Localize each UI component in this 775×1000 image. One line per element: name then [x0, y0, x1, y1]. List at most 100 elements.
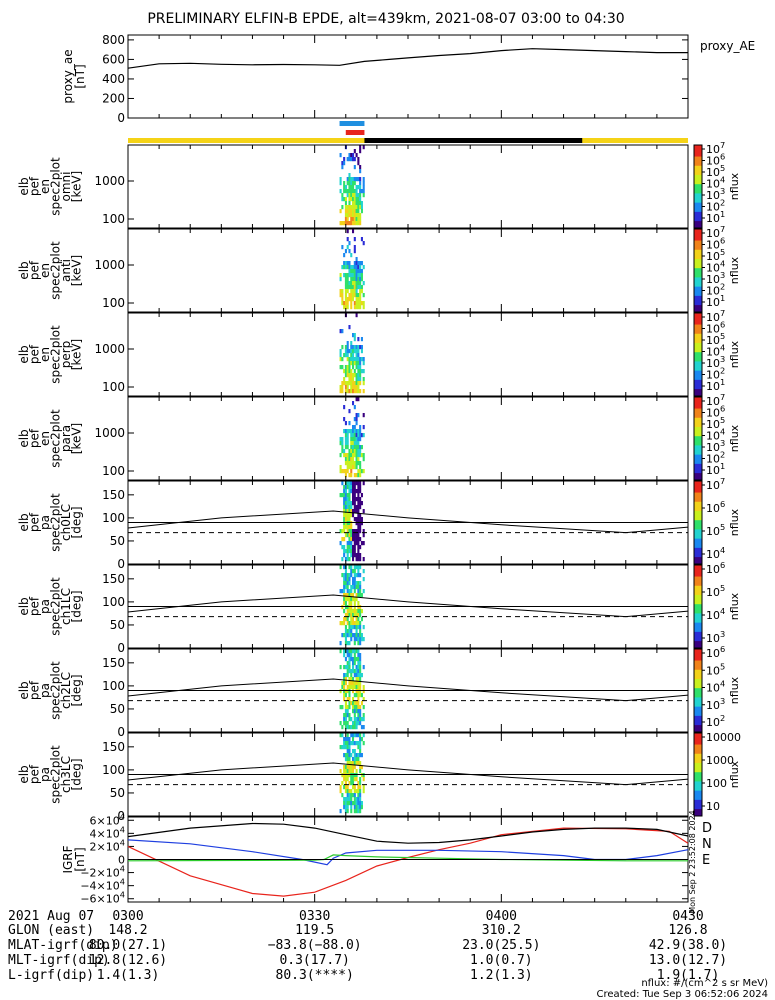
spec-cell — [359, 445, 362, 450]
colorbar-segment — [694, 702, 702, 705]
spec-cell — [344, 209, 347, 214]
spec-cell — [343, 673, 346, 678]
spec-cell — [355, 689, 358, 694]
spec-cell — [357, 217, 360, 222]
spec-cell — [346, 457, 349, 462]
colorbar-frame — [693, 648, 703, 733]
colorbar-segment — [694, 379, 702, 383]
spec-cell — [357, 693, 360, 698]
spec-cell — [359, 633, 362, 638]
spec-cell — [343, 633, 346, 638]
spec-cell — [348, 597, 351, 602]
spec-cell — [362, 377, 365, 382]
spectrogram — [339, 229, 365, 310]
colorbar-segment — [694, 786, 702, 789]
spec-cell — [343, 649, 346, 654]
spec-cell — [350, 537, 353, 542]
colorbar-segment — [694, 424, 702, 428]
spec-cell — [350, 521, 353, 526]
ytick-label: 100 — [102, 595, 125, 609]
spec-cell — [348, 801, 351, 806]
spec-cell — [352, 625, 355, 630]
spec-cell — [344, 721, 347, 726]
spec-cell — [346, 281, 349, 286]
spec-cell — [353, 305, 356, 310]
spec-cell — [355, 297, 358, 302]
colorbar-segment — [694, 725, 702, 728]
spec-cell — [359, 581, 362, 586]
colorbar-segment — [694, 305, 702, 308]
spec-cell — [343, 573, 346, 578]
spec-cell — [343, 521, 346, 526]
spec-cell — [362, 457, 365, 462]
spec-cell — [352, 777, 355, 782]
spec-cell — [344, 381, 347, 386]
spec-cell — [344, 349, 347, 354]
spec-cell — [339, 649, 342, 654]
spec-cell — [362, 777, 365, 782]
spec-cell — [357, 677, 360, 682]
spec-cell — [350, 801, 353, 806]
footer-row-value: 1.9(1.7) — [657, 968, 720, 983]
colorbar-segment — [694, 729, 702, 733]
spec-cell — [350, 369, 353, 374]
spec-cell — [343, 665, 346, 670]
spec-cell — [357, 549, 360, 554]
spec-cell — [352, 385, 355, 390]
spec-cell — [353, 713, 356, 718]
spec-cell — [357, 513, 360, 518]
spec-cell — [348, 689, 351, 694]
spec-cell — [344, 709, 347, 714]
spec-cell — [346, 629, 349, 634]
spec-cell — [346, 593, 349, 598]
spec-cell — [357, 669, 360, 674]
colorbar-segment — [694, 552, 702, 556]
spec-cell — [355, 717, 358, 722]
spec-cell — [355, 397, 358, 402]
spec-cell — [352, 757, 355, 762]
ytick-label: 100 — [102, 511, 125, 525]
colorbar-segment — [694, 345, 702, 349]
spec-cell — [357, 697, 360, 702]
spec-cell — [346, 665, 349, 670]
spec-cell — [353, 653, 356, 658]
spec-cell — [346, 705, 349, 710]
colorbar-segment — [694, 601, 702, 605]
footer-row-value: 12.8(12.6) — [89, 953, 167, 968]
colorbar-segment — [694, 769, 702, 773]
colorbar-segment — [694, 781, 702, 785]
spec-cell — [346, 525, 349, 530]
spec-cell — [350, 613, 353, 618]
ylabel-line: ch3LC — [59, 756, 73, 793]
spec-cell — [355, 281, 358, 286]
spec-cell — [359, 665, 362, 670]
spec-cell — [353, 201, 356, 206]
spec-cell — [346, 753, 349, 758]
spec-cell — [359, 177, 362, 182]
colorbar-segment — [694, 431, 702, 435]
colorbar-segment — [694, 195, 702, 199]
spec-cell — [350, 741, 353, 746]
spec-cell — [360, 753, 363, 758]
spec-cell — [353, 637, 356, 642]
spec-cell — [348, 501, 351, 506]
spec-cell — [353, 221, 356, 226]
spec-cell — [352, 725, 355, 730]
colorbar-segment — [694, 324, 702, 328]
colorbar-segment — [694, 672, 702, 675]
spec-cell — [348, 489, 351, 494]
ytick-label: 4×104 — [90, 824, 125, 840]
proxy-ae-side-label: proxy_AE — [700, 39, 755, 53]
spec-cell — [346, 445, 349, 450]
spec-cell — [348, 697, 351, 702]
spec-cell — [344, 213, 347, 218]
spec-cell — [350, 281, 353, 286]
colorbar-segment — [694, 629, 702, 633]
colorbar-segment — [694, 713, 702, 717]
colorbar-segment — [694, 481, 702, 484]
spec-cell — [344, 713, 347, 718]
colorbar-segment — [694, 377, 702, 381]
spec-cell — [362, 705, 365, 710]
